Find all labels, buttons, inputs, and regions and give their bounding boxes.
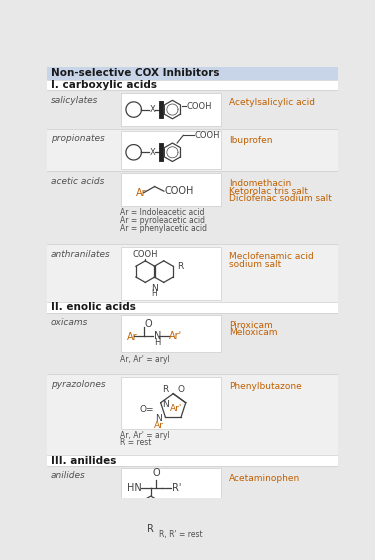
- FancyBboxPatch shape: [47, 67, 338, 80]
- FancyBboxPatch shape: [47, 171, 338, 244]
- Text: R: R: [177, 262, 183, 270]
- Text: N: N: [155, 414, 162, 423]
- Text: O: O: [178, 385, 185, 394]
- Text: anthranilates: anthranilates: [51, 250, 111, 259]
- Text: Ar = pyroleacetic acid: Ar = pyroleacetic acid: [120, 216, 206, 225]
- Text: oxicams: oxicams: [51, 318, 88, 327]
- Text: Phenylbutazone: Phenylbutazone: [229, 382, 302, 391]
- Text: I. carboxylic acids: I. carboxylic acids: [51, 80, 157, 90]
- Text: N: N: [151, 284, 158, 293]
- Text: COOH: COOH: [194, 131, 220, 140]
- FancyBboxPatch shape: [47, 313, 338, 375]
- Text: R: R: [147, 524, 154, 534]
- Text: Meloxicam: Meloxicam: [229, 328, 278, 337]
- Text: R, R' = rest: R, R' = rest: [159, 530, 203, 539]
- Text: acetic acids: acetic acids: [51, 176, 104, 185]
- FancyBboxPatch shape: [47, 302, 338, 313]
- FancyBboxPatch shape: [47, 466, 338, 539]
- Text: Diclofenac sodium salt: Diclofenac sodium salt: [229, 194, 332, 203]
- Text: Indomethacin: Indomethacin: [229, 179, 291, 188]
- Text: Ar': Ar': [170, 404, 182, 413]
- FancyBboxPatch shape: [47, 244, 338, 302]
- FancyBboxPatch shape: [120, 315, 221, 352]
- Text: H: H: [154, 338, 160, 347]
- Text: propionates: propionates: [51, 134, 105, 143]
- FancyBboxPatch shape: [47, 90, 338, 129]
- Text: pyrazolones: pyrazolones: [51, 380, 105, 389]
- Text: Ar: Ar: [136, 188, 147, 198]
- Text: X: X: [150, 105, 156, 114]
- Text: Ketorolac tris salt: Ketorolac tris salt: [229, 186, 308, 195]
- Text: H: H: [152, 290, 157, 298]
- Text: Ar, Ar' = aryl: Ar, Ar' = aryl: [120, 431, 170, 440]
- Text: Ar = Indoleacetic acid: Ar = Indoleacetic acid: [120, 208, 205, 217]
- Text: Acetylsalicylic acid: Acetylsalicylic acid: [229, 98, 315, 107]
- Text: R: R: [162, 385, 168, 394]
- FancyBboxPatch shape: [47, 375, 338, 455]
- Text: Meclofenamic acid: Meclofenamic acid: [229, 252, 314, 261]
- Text: N: N: [154, 331, 161, 341]
- FancyBboxPatch shape: [120, 246, 221, 300]
- Text: Ar: Ar: [127, 333, 137, 343]
- Text: sodium salt: sodium salt: [229, 260, 281, 269]
- Text: O: O: [144, 319, 152, 329]
- Text: HN: HN: [127, 483, 141, 493]
- Text: COOH: COOH: [165, 186, 194, 196]
- Text: Ar, Ar' = aryl: Ar, Ar' = aryl: [120, 355, 170, 364]
- FancyBboxPatch shape: [47, 455, 338, 466]
- Text: COOH: COOH: [186, 102, 212, 111]
- Text: O: O: [152, 468, 160, 478]
- FancyBboxPatch shape: [120, 92, 221, 127]
- Text: Ar: Ar: [154, 421, 164, 430]
- Text: COOH: COOH: [132, 250, 158, 259]
- Text: Non-selective COX Inhibitors: Non-selective COX Inhibitors: [51, 68, 219, 78]
- Text: O=: O=: [140, 405, 154, 414]
- Text: N: N: [162, 400, 169, 409]
- Text: Ar = phenylacetic acid: Ar = phenylacetic acid: [120, 223, 207, 232]
- Text: Piroxicam: Piroxicam: [229, 320, 273, 329]
- Text: Ibuprofen: Ibuprofen: [229, 137, 273, 146]
- Text: salicylates: salicylates: [51, 96, 98, 105]
- Text: X: X: [150, 148, 156, 157]
- FancyBboxPatch shape: [47, 129, 338, 171]
- Text: Ar': Ar': [168, 331, 182, 341]
- FancyBboxPatch shape: [120, 131, 221, 169]
- FancyBboxPatch shape: [120, 377, 221, 429]
- Text: Acetaminophen: Acetaminophen: [229, 474, 300, 483]
- Text: III. anilides: III. anilides: [51, 456, 116, 466]
- FancyBboxPatch shape: [120, 174, 221, 206]
- Text: II. enolic acids: II. enolic acids: [51, 302, 136, 312]
- FancyBboxPatch shape: [47, 80, 338, 90]
- FancyBboxPatch shape: [120, 468, 221, 537]
- Text: anilides: anilides: [51, 472, 86, 480]
- Text: R = rest: R = rest: [120, 438, 152, 447]
- Text: R': R': [172, 483, 181, 493]
